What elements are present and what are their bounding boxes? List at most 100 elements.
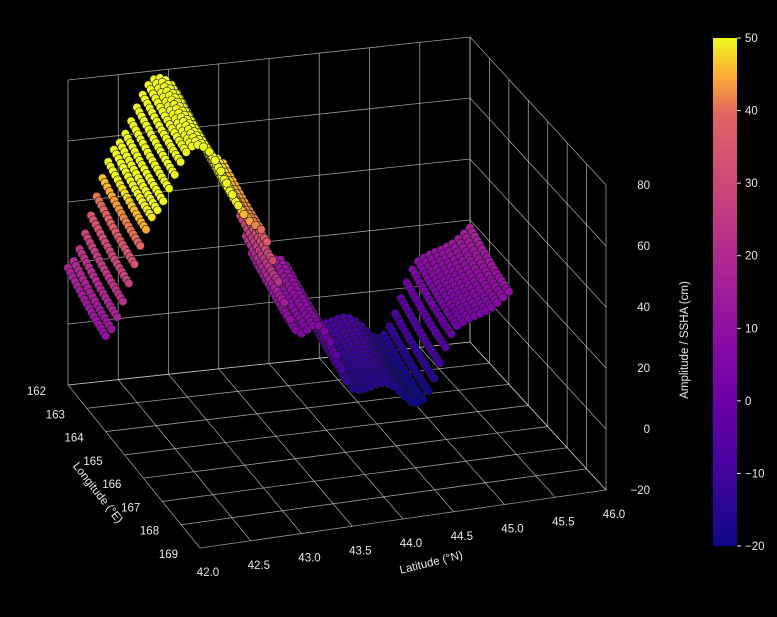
data-point [337, 364, 347, 374]
x-tick-label: 162 [27, 386, 46, 398]
data-point [268, 255, 278, 265]
data-point [504, 286, 514, 296]
data-point [147, 212, 157, 222]
x-tick-label: 165 [83, 456, 102, 468]
data-point [118, 296, 128, 306]
y-tick-label: 42.0 [197, 567, 219, 579]
data-point [440, 342, 450, 352]
grid-line [469, 158, 607, 308]
data-point [417, 395, 427, 405]
data-point [153, 205, 163, 215]
colorbar-tick-label: 10 [745, 323, 758, 335]
x-tick-label: 169 [159, 549, 178, 561]
y-axis-label: Latitude (°N) [398, 549, 464, 576]
grid-line [117, 379, 252, 542]
data-point [285, 314, 295, 324]
colorbar-tick-label: −10 [745, 468, 765, 480]
data-point [112, 312, 122, 322]
grid-line [67, 280, 471, 325]
data-point [135, 241, 145, 251]
data-point [325, 337, 335, 347]
data-point [101, 331, 111, 341]
y-tick-label: 44.0 [400, 538, 422, 550]
z-tick-label: 60 [637, 241, 650, 253]
axes-grid [67, 36, 607, 549]
data-point [130, 259, 140, 269]
colorbar-tick-label: −20 [745, 541, 765, 553]
grid-line [168, 373, 302, 534]
data-point [320, 326, 330, 336]
data-point [204, 147, 214, 157]
colorbar-tick-label: 30 [745, 178, 758, 190]
y-tick-label: 45.0 [501, 524, 523, 536]
colorbar-tick-label: 20 [745, 251, 758, 263]
data-point [423, 386, 433, 396]
data-point [124, 278, 134, 288]
z-tick-label: 20 [637, 363, 650, 375]
data-point [279, 297, 289, 307]
data-point [216, 166, 226, 176]
y-tick-label: 43.5 [349, 545, 371, 557]
data-point [394, 386, 404, 396]
data-point [400, 391, 410, 401]
data-point [314, 320, 324, 330]
grid-line [318, 357, 455, 513]
x-tick-label: 166 [102, 479, 121, 491]
data-point [331, 350, 341, 360]
data-point [164, 184, 174, 194]
colorbar-tick-label: 40 [745, 106, 758, 118]
data-point [222, 178, 232, 188]
data-point [176, 157, 186, 167]
data-point [158, 196, 168, 206]
grid-line [419, 347, 556, 498]
x-axis-label: Longitude (°E) [70, 460, 125, 526]
y-tick-label: 44.5 [451, 531, 473, 543]
data-point [429, 373, 439, 383]
grid-line [268, 363, 404, 520]
data-point [446, 329, 456, 339]
x-tick-label: 168 [140, 526, 159, 538]
data-point [107, 324, 117, 334]
grid-line [67, 384, 201, 549]
colorbar-tick-label: 50 [745, 33, 758, 45]
grid-line [67, 36, 471, 81]
data-points [63, 73, 514, 408]
grid-line [469, 97, 607, 247]
grid-line [469, 36, 607, 186]
data-point [239, 209, 249, 219]
data-point [233, 201, 243, 211]
y-tick-label: 43.0 [298, 553, 320, 565]
grid-line [469, 219, 607, 369]
data-point [262, 237, 272, 247]
x-tick-label: 167 [121, 502, 140, 514]
data-point [498, 292, 508, 302]
data-point [492, 298, 502, 308]
colorbar: −20 −10 0 10 20 30 40 50 [713, 33, 765, 553]
data-point [210, 155, 220, 165]
data-point [199, 142, 209, 152]
data-point [181, 147, 191, 157]
z-axis-label: Amplitude / SSHA (cm) [679, 281, 691, 399]
z-tick-label: 0 [644, 424, 650, 436]
z-tick-label: 80 [637, 180, 650, 192]
y-tick-label: 45.5 [552, 516, 574, 528]
grid-line [218, 368, 353, 527]
y-tick-label: 42.5 [248, 560, 270, 572]
data-point [435, 358, 445, 368]
grid-line [469, 341, 607, 491]
data-point [273, 277, 283, 287]
data-point [141, 225, 151, 235]
colorbar-gradient [713, 38, 737, 546]
z-tick-label: 40 [637, 302, 650, 314]
z-tick-label: −20 [630, 485, 650, 497]
x-tick-label: 163 [46, 409, 65, 421]
data-point [256, 225, 266, 235]
data-point [227, 190, 237, 200]
x-tick-label: 164 [65, 433, 85, 445]
data-point [343, 376, 353, 386]
colorbar-tick-label: 0 [745, 396, 751, 408]
data-point [170, 170, 180, 180]
y-tick-label: 46.0 [603, 509, 625, 521]
